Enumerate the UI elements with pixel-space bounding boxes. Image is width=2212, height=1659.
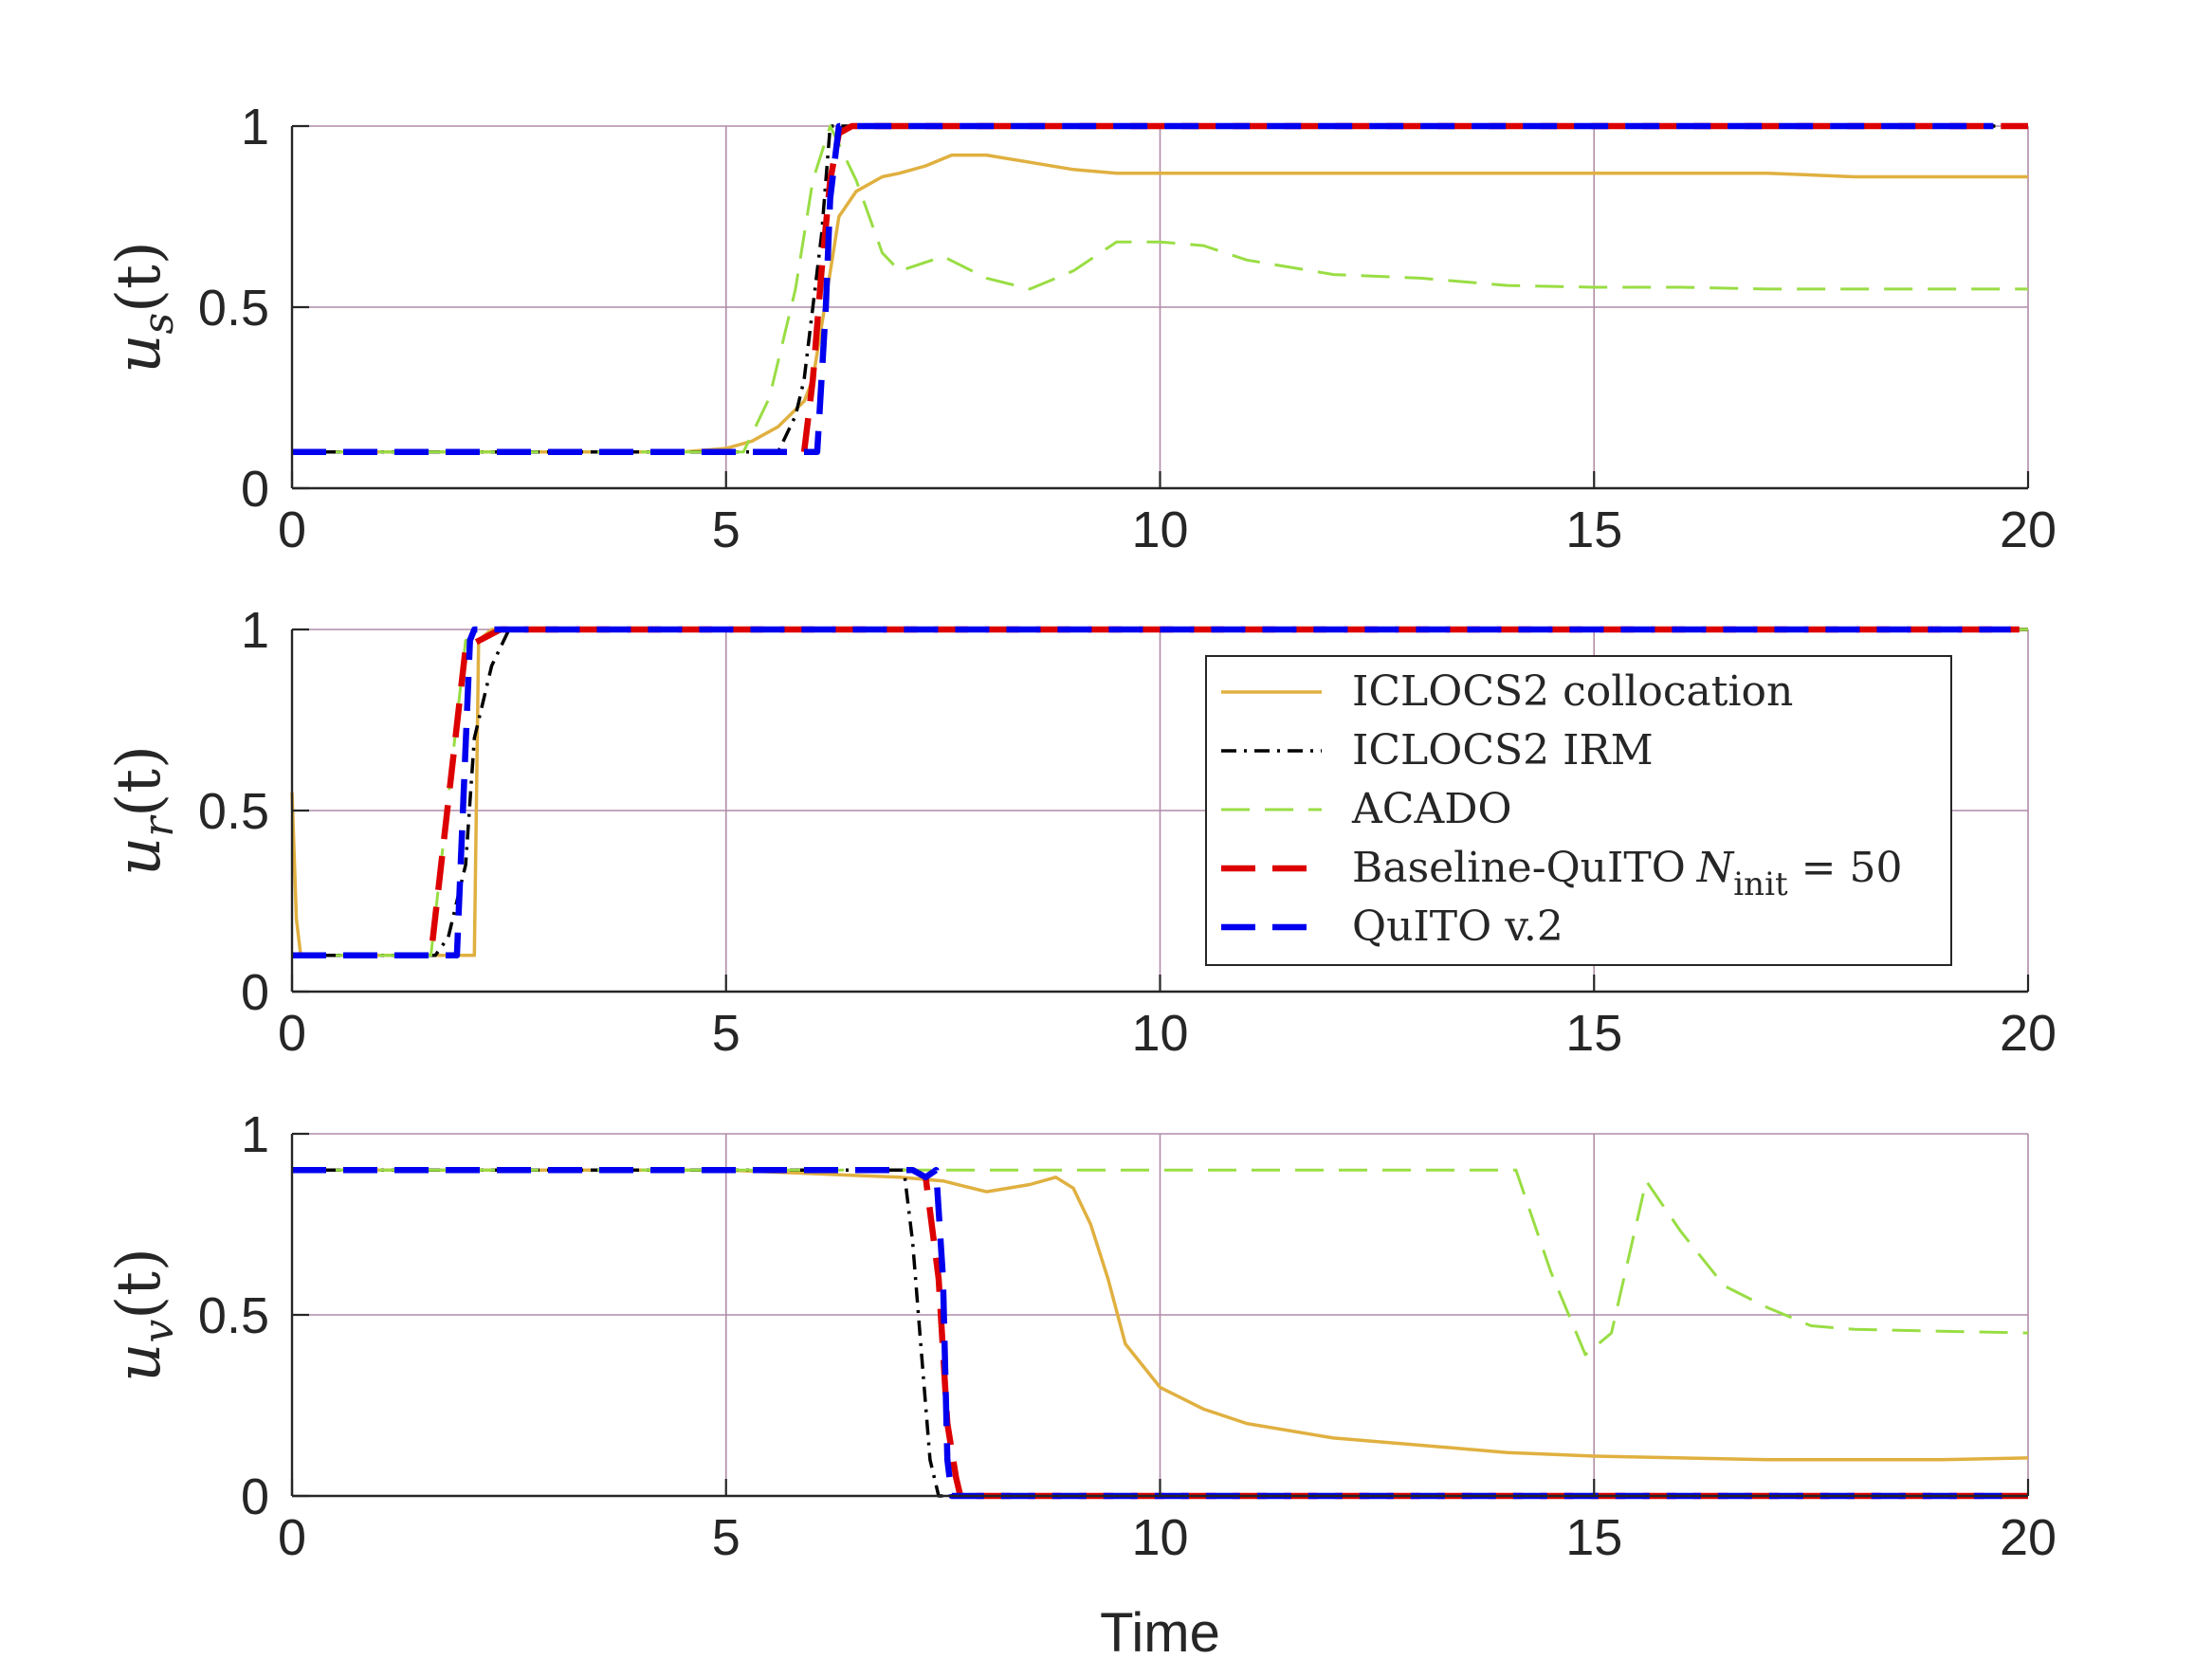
x-tick-label: 10 (1131, 1005, 1188, 1062)
x-tick-label: 5 (712, 1005, 740, 1062)
x-tick-label: 5 (712, 501, 740, 558)
series-line-acado (292, 124, 2028, 454)
x-tick-label: 0 (278, 1509, 306, 1566)
y-tick-label: 0 (241, 461, 269, 518)
y-axis-label: us(t) (104, 241, 183, 373)
x-tick-label: 15 (1565, 1509, 1622, 1566)
y-tick-label: 0 (241, 964, 269, 1021)
legend-label-irm: ICLOCS2 IRM (1352, 726, 1654, 775)
y-tick-label: 0.5 (198, 783, 269, 840)
series-line-acado (292, 1168, 2029, 1357)
legend-label-coll: ICLOCS2 collocation (1352, 667, 1793, 716)
legend-box (1205, 655, 1952, 966)
series-line-acado (292, 628, 2028, 957)
legend-label-base: Baseline-QuITO Ninit = 50 (1352, 844, 1902, 903)
y-tick-label: 1 (241, 99, 269, 155)
y-tick-label: 0.5 (198, 1287, 269, 1344)
y-tick-label: 1 (241, 1106, 269, 1163)
series-line-coll (292, 1168, 2029, 1462)
x-tick-label: 0 (278, 1005, 306, 1062)
x-tick-label: 15 (1565, 501, 1622, 558)
panel-1: 0 5 10 15 20 0 0.5 1 us(t) (104, 99, 2057, 558)
y-tick-label: 0.5 (198, 280, 269, 337)
x-tick-label: 20 (2000, 1509, 2057, 1566)
x-tick-label: 15 (1565, 1005, 1622, 1062)
series-line-quito (292, 1166, 2002, 1500)
series-group (292, 122, 2028, 456)
y-axis-label: ur(t) (104, 745, 183, 876)
series-line-quito (292, 122, 1994, 456)
x-tick-label: 0 (278, 501, 306, 558)
legend: ICLOCS2 collocation ICLOCS2 IRM ACADO Basel… (1205, 655, 1952, 966)
x-tick-label: 10 (1131, 501, 1188, 558)
x-tick-label: 10 (1131, 1509, 1188, 1566)
legend-label-acado: ACADO (1351, 785, 1512, 833)
series-line-quito (292, 626, 2011, 959)
y-tick-label: 1 (241, 602, 269, 659)
legend-label-quito: QuITO v.2 (1352, 902, 1563, 951)
y-axis-label: uv(t) (104, 1248, 183, 1382)
x-tick-label: 20 (2000, 501, 2057, 558)
series-line-base (292, 122, 2028, 456)
series-line-irm (292, 628, 2028, 957)
y-tick-label: 0 (241, 1468, 269, 1525)
series-group (290, 626, 2028, 959)
panel-3: 0 5 10 15 20 0 0.5 1 uv(t) Time (104, 1106, 2057, 1659)
x-axis-label: Time (1100, 1602, 1220, 1659)
x-tick-label: 5 (712, 1509, 740, 1566)
x-tick-label: 20 (2000, 1005, 2057, 1062)
